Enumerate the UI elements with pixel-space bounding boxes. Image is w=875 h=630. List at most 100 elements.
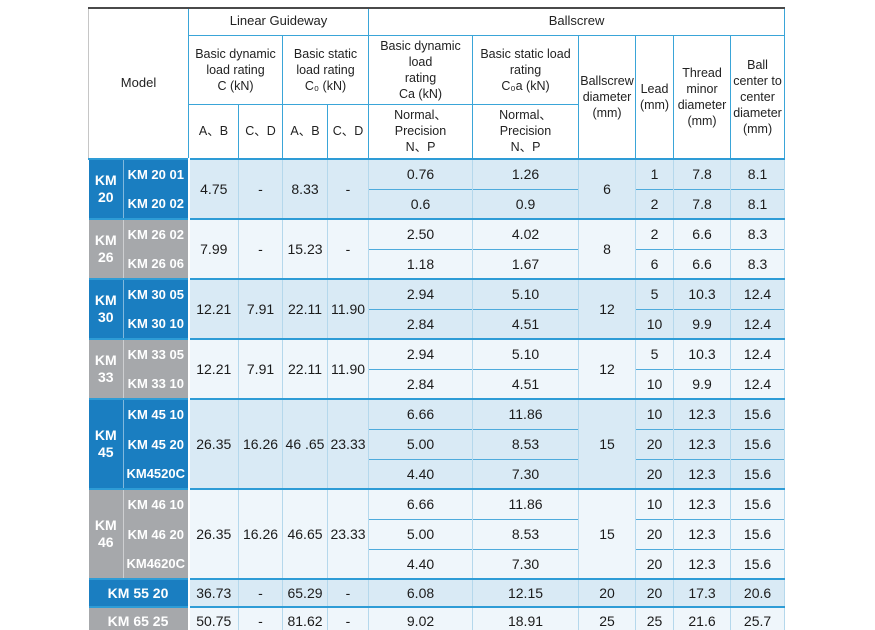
- ballscrew-diameter-cell: 12: [578, 278, 637, 339]
- ball-center-cell: 15.6: [730, 518, 786, 549]
- c0a-cell: 11.86: [472, 398, 580, 429]
- table-row: KM 65 25 50.75-81.62-9.02 18.91 25 25 21.6 25.…: [88, 606, 786, 630]
- ca-cell: 2.84: [368, 368, 474, 399]
- thread-minor-cell: 9.9: [673, 308, 732, 339]
- ball-center-cell: 15.6: [730, 548, 786, 579]
- table-row: KM 45 KM 45 10 26.35 16.26 46 .65 23.33 6.66 11…: [88, 398, 786, 489]
- table-row: KM 30 KM 30 05 12.21 7.91 22.11 11.90 2.94 5.10…: [88, 278, 786, 339]
- thread-minor-cell: 10.3: [673, 338, 732, 369]
- ca-cell: 1.18: [368, 248, 474, 279]
- ca-cell: 6.66: [368, 488, 474, 519]
- model-group-cell: KM 65 25: [88, 606, 190, 630]
- thread-minor-cell: 21.6: [673, 606, 732, 630]
- col-dynamic-load-ca: Basic dynamic load rating Ca (kN): [368, 34, 474, 105]
- c0a-cell: 5.10: [472, 278, 580, 309]
- c-dynamic-cd-cell: 16.26: [238, 488, 284, 579]
- table-row: KM 46 KM 46 10 26.35 16.26 46.65 23.33 6.66 11.…: [88, 488, 786, 579]
- c-dynamic-cd-cell: -: [238, 158, 284, 219]
- ball-center-cell: 8.3: [730, 218, 786, 249]
- thread-minor-cell: 12.3: [673, 398, 732, 429]
- thread-minor-cell: 12.3: [673, 518, 732, 549]
- spec-table-body: KM 20 KM 20 01 4.75-8.33-0.76 1.26 6 1 7.8 8.1 K…: [88, 158, 786, 630]
- ballscrew-diameter-cell: 20: [578, 578, 637, 607]
- thread-minor-cell: 7.8: [673, 158, 732, 189]
- table-row: KM4620C 4.40 7.30 20 12.3 15.6: [89, 548, 786, 579]
- thread-minor-cell: 6.6: [673, 248, 732, 279]
- thread-minor-cell: 7.8: [673, 188, 732, 219]
- model-group-cell: KM 20: [88, 158, 124, 219]
- model-sub-cell: KM 45 20: [122, 429, 190, 459]
- model-sub-cell: KM 30 05: [122, 278, 190, 309]
- model-sub-cell: KM4520C: [122, 459, 190, 489]
- c-dynamic-cd-cell: 7.91: [238, 278, 284, 339]
- c0a-cell: 1.67: [472, 248, 580, 279]
- c-static-ab-cell: 65.29: [282, 578, 329, 607]
- ball-center-cell: 15.6: [730, 488, 786, 519]
- c-static-cd-cell: 11.90: [327, 278, 370, 339]
- ca-cell: 5.00: [368, 518, 474, 549]
- c0a-cell: 4.51: [472, 308, 580, 339]
- c0a-cell: 8.53: [472, 428, 580, 459]
- c-dynamic-ab-cell: 36.73: [188, 578, 240, 607]
- c-static-ab-cell: 22.11: [282, 278, 329, 339]
- header-row-titles: Basic dynamic load rating C (kN) Basic s…: [89, 34, 786, 160]
- lead-cell: 2: [635, 188, 675, 219]
- model-group-cell: KM 55 20: [88, 578, 190, 607]
- thread-minor-cell: 12.3: [673, 428, 732, 459]
- ball-center-cell: 8.1: [730, 188, 786, 219]
- model-column-header: Model: [87, 7, 190, 160]
- ca-cell: 2.94: [368, 278, 474, 309]
- model-sub-cell: KM 20 02: [122, 189, 190, 219]
- c-dynamic-ab-cell: 12.21: [188, 278, 240, 339]
- lead-cell: 20: [635, 518, 675, 549]
- c-dynamic-cd-cell: 7.91: [238, 338, 284, 399]
- ball-center-cell: 15.6: [730, 398, 786, 429]
- c-static-ab-cell: 8.33: [282, 158, 329, 219]
- model-sub-cell: KM 20 01: [122, 158, 190, 189]
- subcol-ca-normal-precision: Normal、 Precision N、P: [368, 103, 474, 160]
- section-linear-guideway: Linear Guideway: [188, 7, 370, 36]
- c0a-cell: 12.15: [472, 578, 580, 607]
- ball-center-cell: 12.4: [730, 278, 786, 309]
- header-row-sections: Model Linear Guideway Ballscrew: [87, 7, 786, 160]
- ball-center-cell: 8.3: [730, 248, 786, 279]
- col-lead: Lead (mm): [635, 34, 675, 160]
- table-row: KM 45 20 5.00 8.53 20 12.3 15.6: [89, 428, 786, 459]
- c-dynamic-ab-cell: 26.35: [188, 488, 240, 579]
- spec-table: Model Linear Guideway Ballscrew Basic dy…: [87, 7, 786, 630]
- lead-cell: 6: [635, 248, 675, 279]
- ballscrew-diameter-cell: 15: [578, 398, 637, 489]
- ca-cell: 2.50: [368, 218, 474, 249]
- model-sub-cell: KM 46 20: [122, 519, 190, 549]
- ball-center-cell: 12.4: [730, 308, 786, 339]
- col-ball-center-diameter: Ball center to center diameter (mm): [730, 34, 786, 160]
- ca-cell: 5.00: [368, 428, 474, 459]
- c-static-cd-cell: -: [327, 578, 370, 607]
- lead-cell: 20: [635, 428, 675, 459]
- subcol-c0-ab: A、B: [282, 103, 329, 160]
- table-row: KM 33 KM 33 05 12.21 7.91 22.11 11.90 2.94 5.10…: [88, 338, 786, 399]
- c-dynamic-cd-cell: -: [238, 218, 284, 279]
- lead-cell: 20: [635, 548, 675, 579]
- col-ballscrew-diameter: Ballscrew diameter (mm): [578, 34, 637, 160]
- ballscrew-diameter-cell: 12: [578, 338, 637, 399]
- model-sub-cell: KM 45 10: [122, 398, 190, 429]
- model-sub-cell: KM 33 10: [122, 369, 190, 399]
- c-static-ab-cell: 22.11: [282, 338, 329, 399]
- c0a-cell: 5.10: [472, 338, 580, 369]
- model-sub-cell: KM 26 02: [122, 218, 190, 249]
- table-row: KM 33 10 2.84 4.51 10 9.9 12.4: [89, 368, 786, 399]
- table-row: KM 20 02 0.6 0.9 2 7.8 8.1: [89, 188, 786, 219]
- thread-minor-cell: 10.3: [673, 278, 732, 309]
- c-static-ab-cell: 46.65: [282, 488, 329, 579]
- lead-cell: 25: [635, 606, 675, 630]
- c-static-cd-cell: 23.33: [327, 488, 370, 579]
- lead-cell: 10: [635, 308, 675, 339]
- thread-minor-cell: 17.3: [673, 578, 732, 607]
- section-ballscrew: Ballscrew: [368, 7, 786, 36]
- c-dynamic-cd-cell: 16.26: [238, 398, 284, 489]
- lead-cell: 10: [635, 368, 675, 399]
- thread-minor-cell: 12.3: [673, 458, 732, 489]
- c0a-cell: 11.86: [472, 488, 580, 519]
